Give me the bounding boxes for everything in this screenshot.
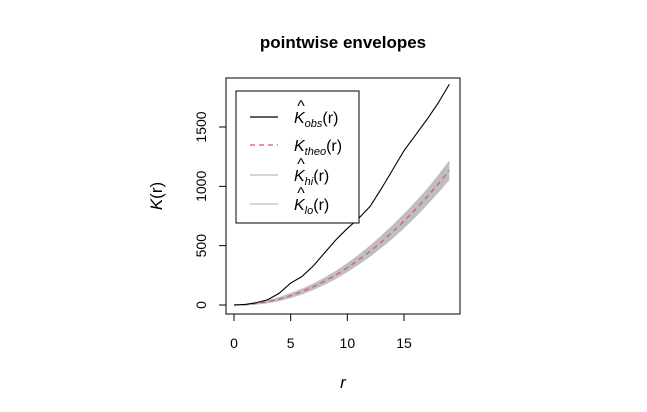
y-axis-label-main: K: [147, 198, 166, 210]
x-axis: 0 5 10 15: [230, 313, 412, 351]
legend: Kobs(r)^Ktheo(r)Khi(r)^Klo(r)^: [235, 90, 360, 224]
x-tick-label: 10: [340, 335, 356, 351]
series-line-hi: [233, 161, 450, 306]
legend-label: Khi(r): [294, 168, 329, 188]
legend-box: [235, 90, 360, 224]
legend-item-lo: Klo(r)^: [250, 185, 329, 217]
legend-hat: ^: [297, 156, 305, 173]
series-line-lo: [233, 178, 450, 306]
legend-hat: ^: [297, 98, 305, 115]
y-axis-label-arg: (r): [147, 182, 166, 199]
x-tick-label: 0: [230, 335, 238, 351]
legend-label: Ktheo(r): [294, 138, 342, 158]
y-axis-label: K(r): [147, 182, 166, 210]
legend-hat: ^: [297, 185, 305, 202]
series-line-obs: [233, 83, 450, 306]
y-axis: 0 500 1000 1500: [193, 111, 227, 309]
x-tick-label: 15: [396, 335, 412, 351]
y-tick-label: 1500: [193, 111, 209, 142]
x-tick-label: 5: [287, 335, 295, 351]
plot-area: [233, 83, 450, 306]
y-tick-label: 500: [193, 234, 209, 258]
legend-item-obs: Kobs(r)^: [250, 98, 338, 130]
series-line-theo: [233, 170, 450, 306]
y-tick-label: 0: [193, 301, 209, 309]
legend-label: Kobs(r): [294, 110, 338, 130]
legend-item-hi: Khi(r)^: [250, 156, 329, 188]
y-tick-label: 1000: [193, 171, 209, 202]
legend-item-theo: Ktheo(r): [250, 138, 342, 158]
legend-label: Klo(r): [294, 197, 329, 217]
chart-title: pointwise envelopes: [260, 33, 426, 52]
x-axis-label: r: [340, 373, 347, 392]
